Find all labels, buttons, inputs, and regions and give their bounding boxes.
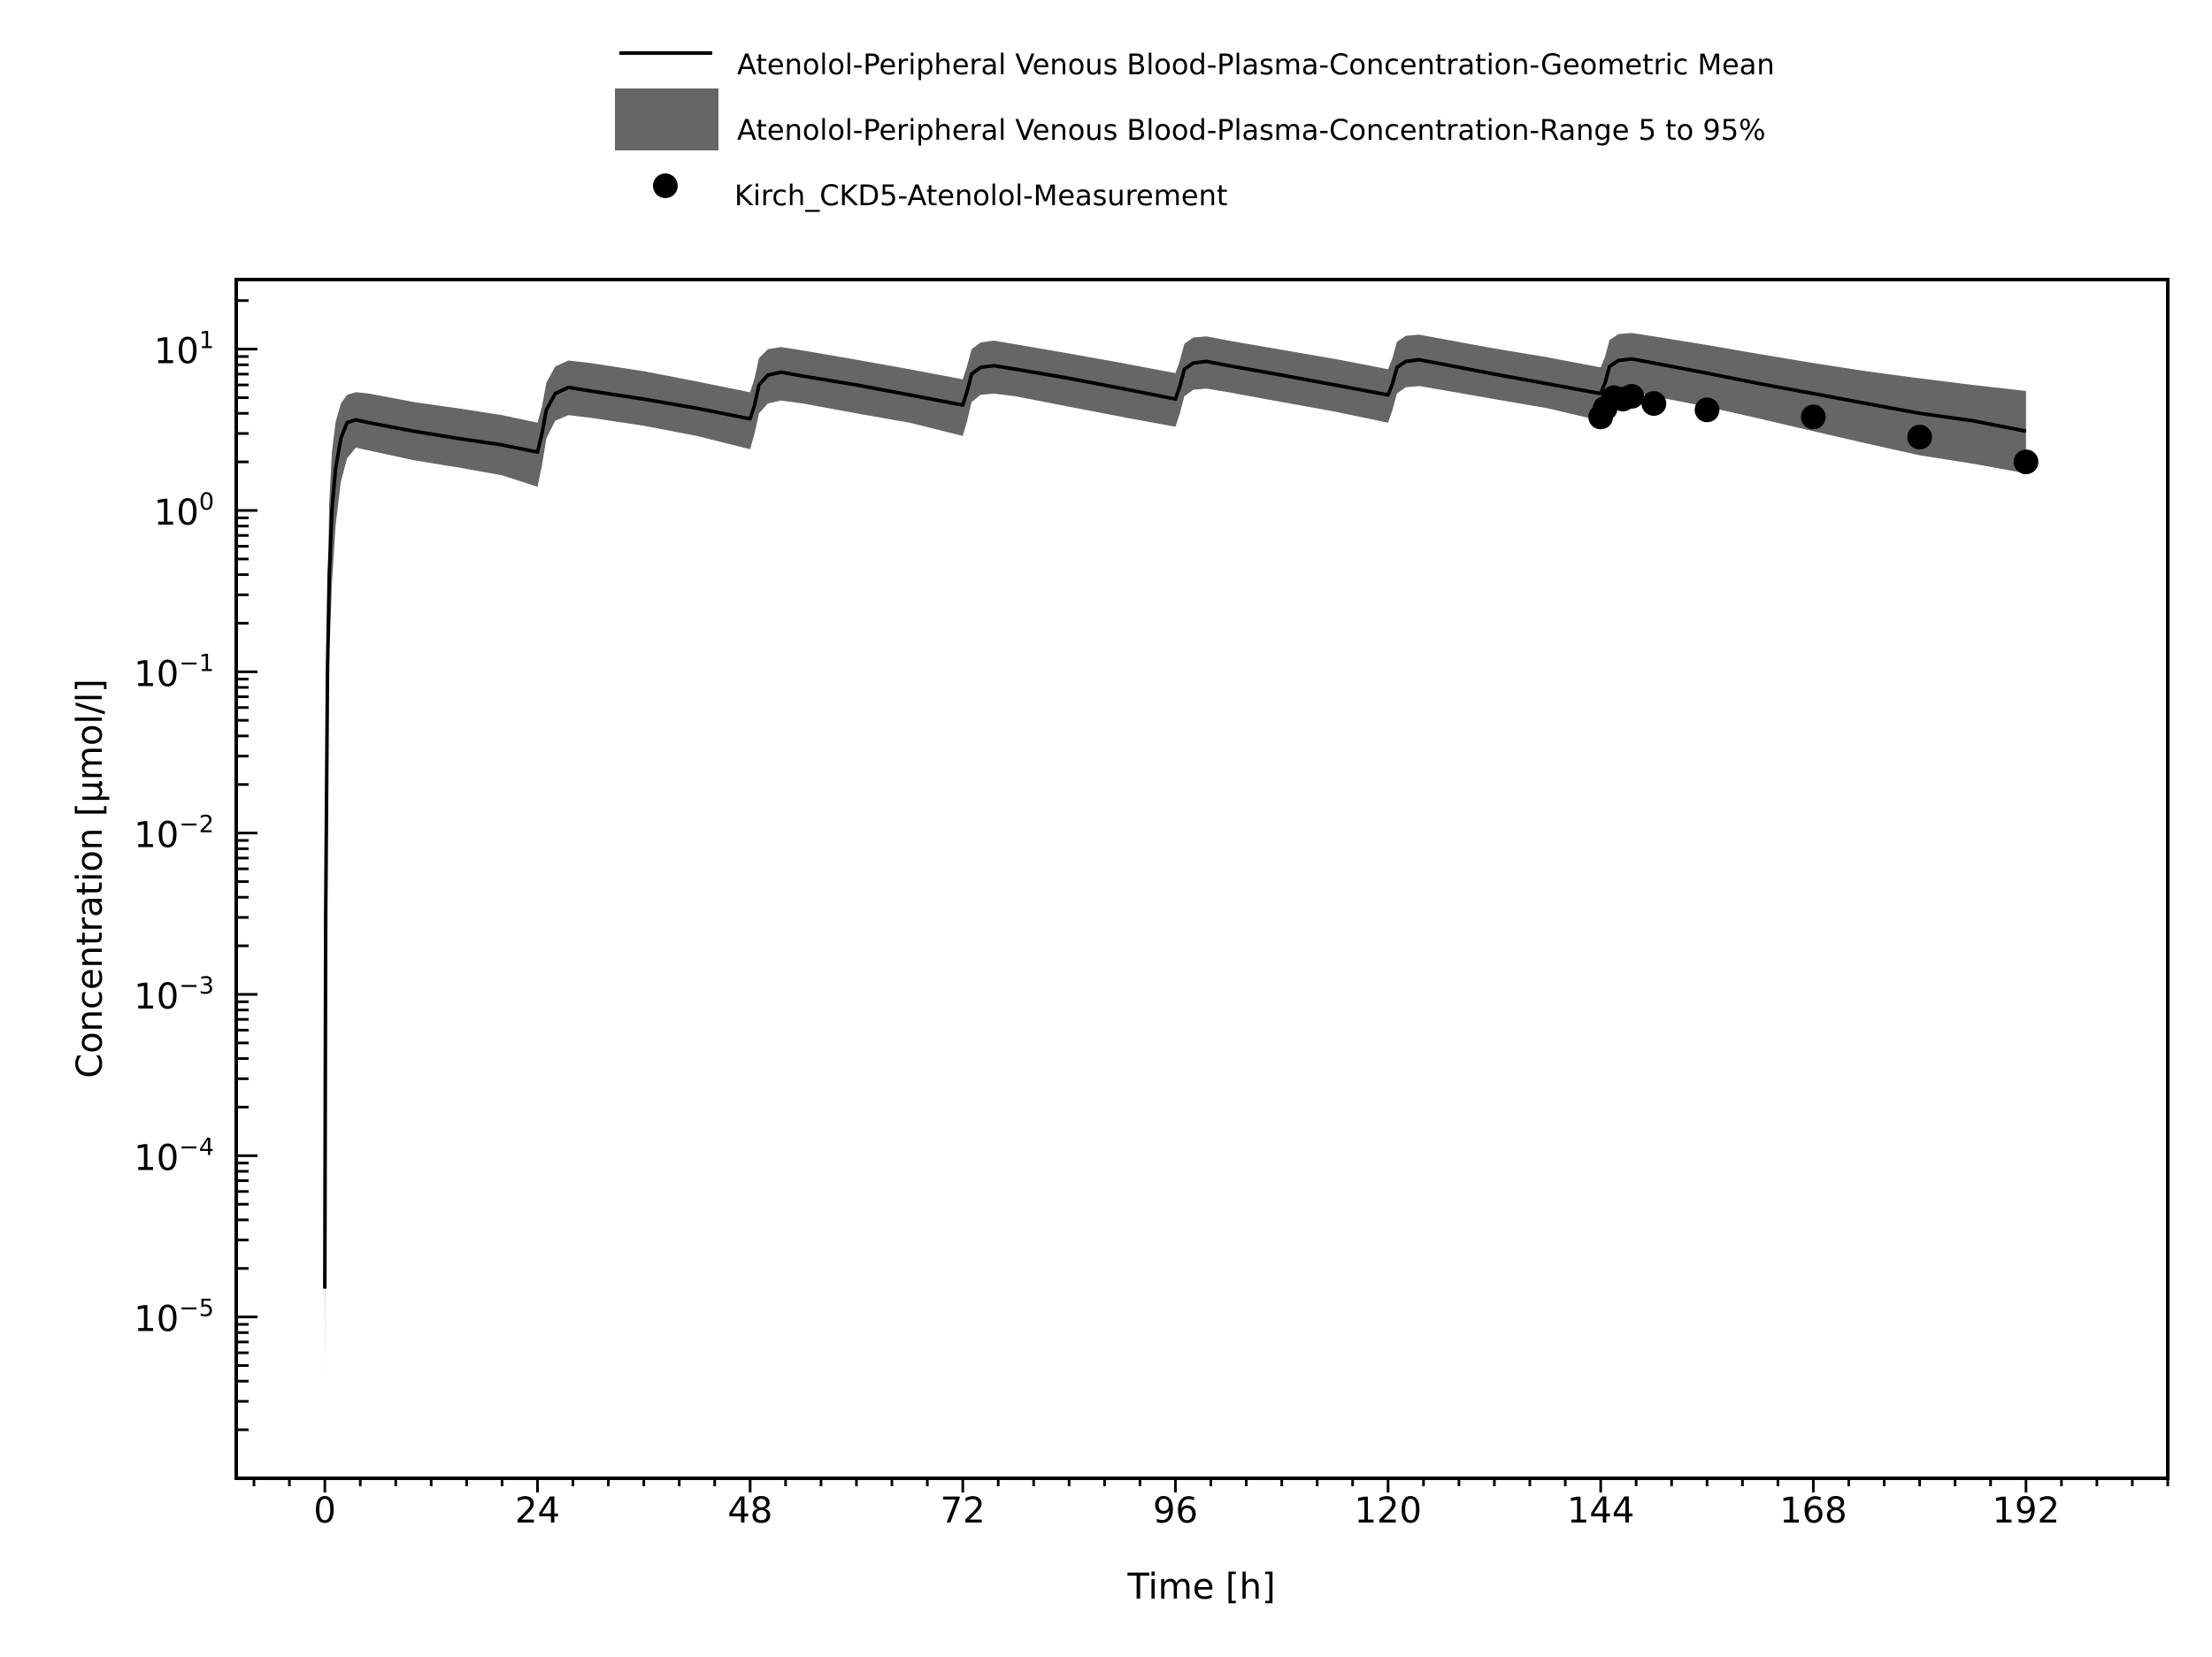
y-axis-title: Concentration [µmol/l] bbox=[70, 679, 111, 1078]
x-tick-label-168: 168 bbox=[1779, 1491, 1847, 1531]
legend-marker-swatch bbox=[653, 173, 678, 198]
y-tick-label: 10−4 bbox=[134, 1133, 214, 1178]
y-axis: 10−5 10−4 10−3 10−2 10−1 100 101 bbox=[134, 280, 257, 1480]
y-tick-label: 101 bbox=[154, 327, 214, 372]
legend-label-range: Atenolol-Peripheral Venous Blood-Plasma-… bbox=[737, 113, 1766, 147]
y-tick-label: 10−2 bbox=[134, 811, 214, 856]
x-tick-label-72: 72 bbox=[941, 1491, 986, 1531]
x-tick-label-24: 24 bbox=[515, 1491, 560, 1531]
legend-band-swatch bbox=[615, 88, 718, 150]
measurement-point-8 bbox=[1801, 404, 1826, 430]
measurement-point-10 bbox=[2013, 449, 2039, 475]
x-tick-label-192: 192 bbox=[1993, 1491, 2060, 1531]
y-tick-label: 10−3 bbox=[134, 972, 214, 1017]
range-band bbox=[325, 333, 2026, 1382]
x-axis-title: Time [h] bbox=[1126, 1567, 1275, 1607]
x-tick-label-48: 48 bbox=[727, 1491, 772, 1531]
x-axis: 0 24 48 72 96 120 144 168 192 bbox=[236, 1477, 2170, 1531]
legend-label-geometric-mean: Atenolol-Peripheral Venous Blood-Plasma-… bbox=[737, 48, 1775, 81]
x-tick-label-120: 120 bbox=[1355, 1491, 1422, 1531]
measurement-point-9 bbox=[1907, 425, 1932, 450]
measurement-point-6 bbox=[1641, 391, 1667, 417]
x-tick-label-144: 144 bbox=[1567, 1491, 1634, 1531]
plot-area bbox=[323, 333, 2039, 1382]
x-tick-label-96: 96 bbox=[1153, 1491, 1198, 1531]
legend-label-measurement: Kirch_CKD5-Atenolol-Measurement bbox=[734, 179, 1227, 212]
x-tick-label-0: 0 bbox=[313, 1491, 335, 1531]
measurement-point-7 bbox=[1694, 397, 1720, 423]
geometric-mean-line bbox=[323, 357, 2027, 1289]
measurement-point-5 bbox=[1619, 384, 1645, 409]
legend: Atenolol-Peripheral Venous Blood-Plasma-… bbox=[615, 48, 1775, 212]
y-tick-label: 10−1 bbox=[134, 649, 214, 694]
y-tick-label: 100 bbox=[154, 488, 214, 533]
y-tick-label: 10−5 bbox=[134, 1295, 214, 1340]
